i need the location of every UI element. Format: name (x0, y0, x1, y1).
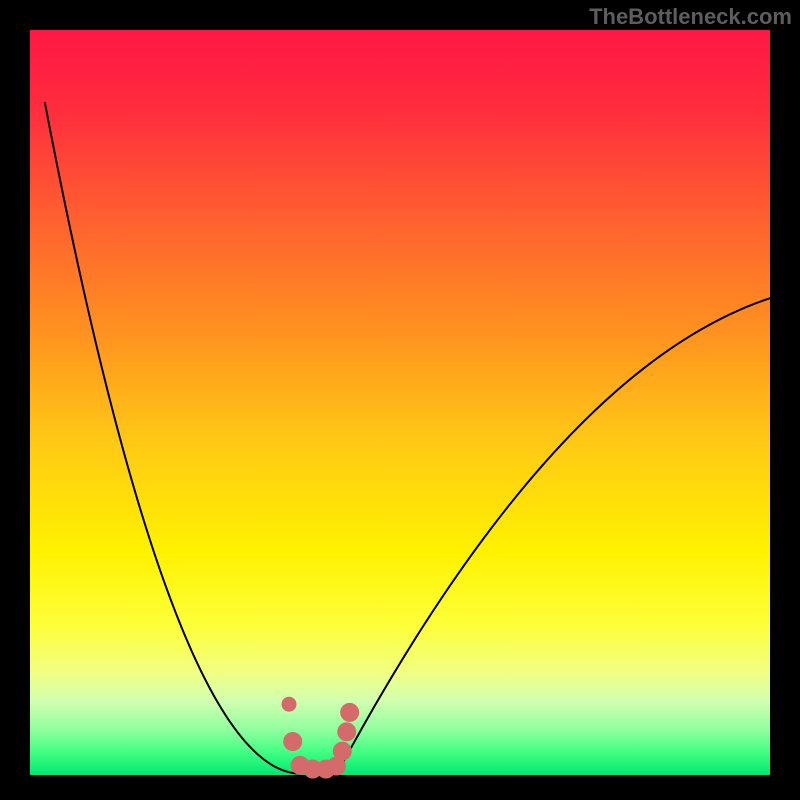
marker-point (333, 742, 351, 760)
marker-point (282, 697, 296, 711)
marker-point (341, 703, 359, 721)
chart-container: TheBottleneck.com (0, 0, 800, 800)
marker-point (284, 732, 302, 750)
bottleneck-chart (0, 0, 800, 800)
marker-point (338, 723, 356, 741)
watermark: TheBottleneck.com (589, 4, 792, 30)
